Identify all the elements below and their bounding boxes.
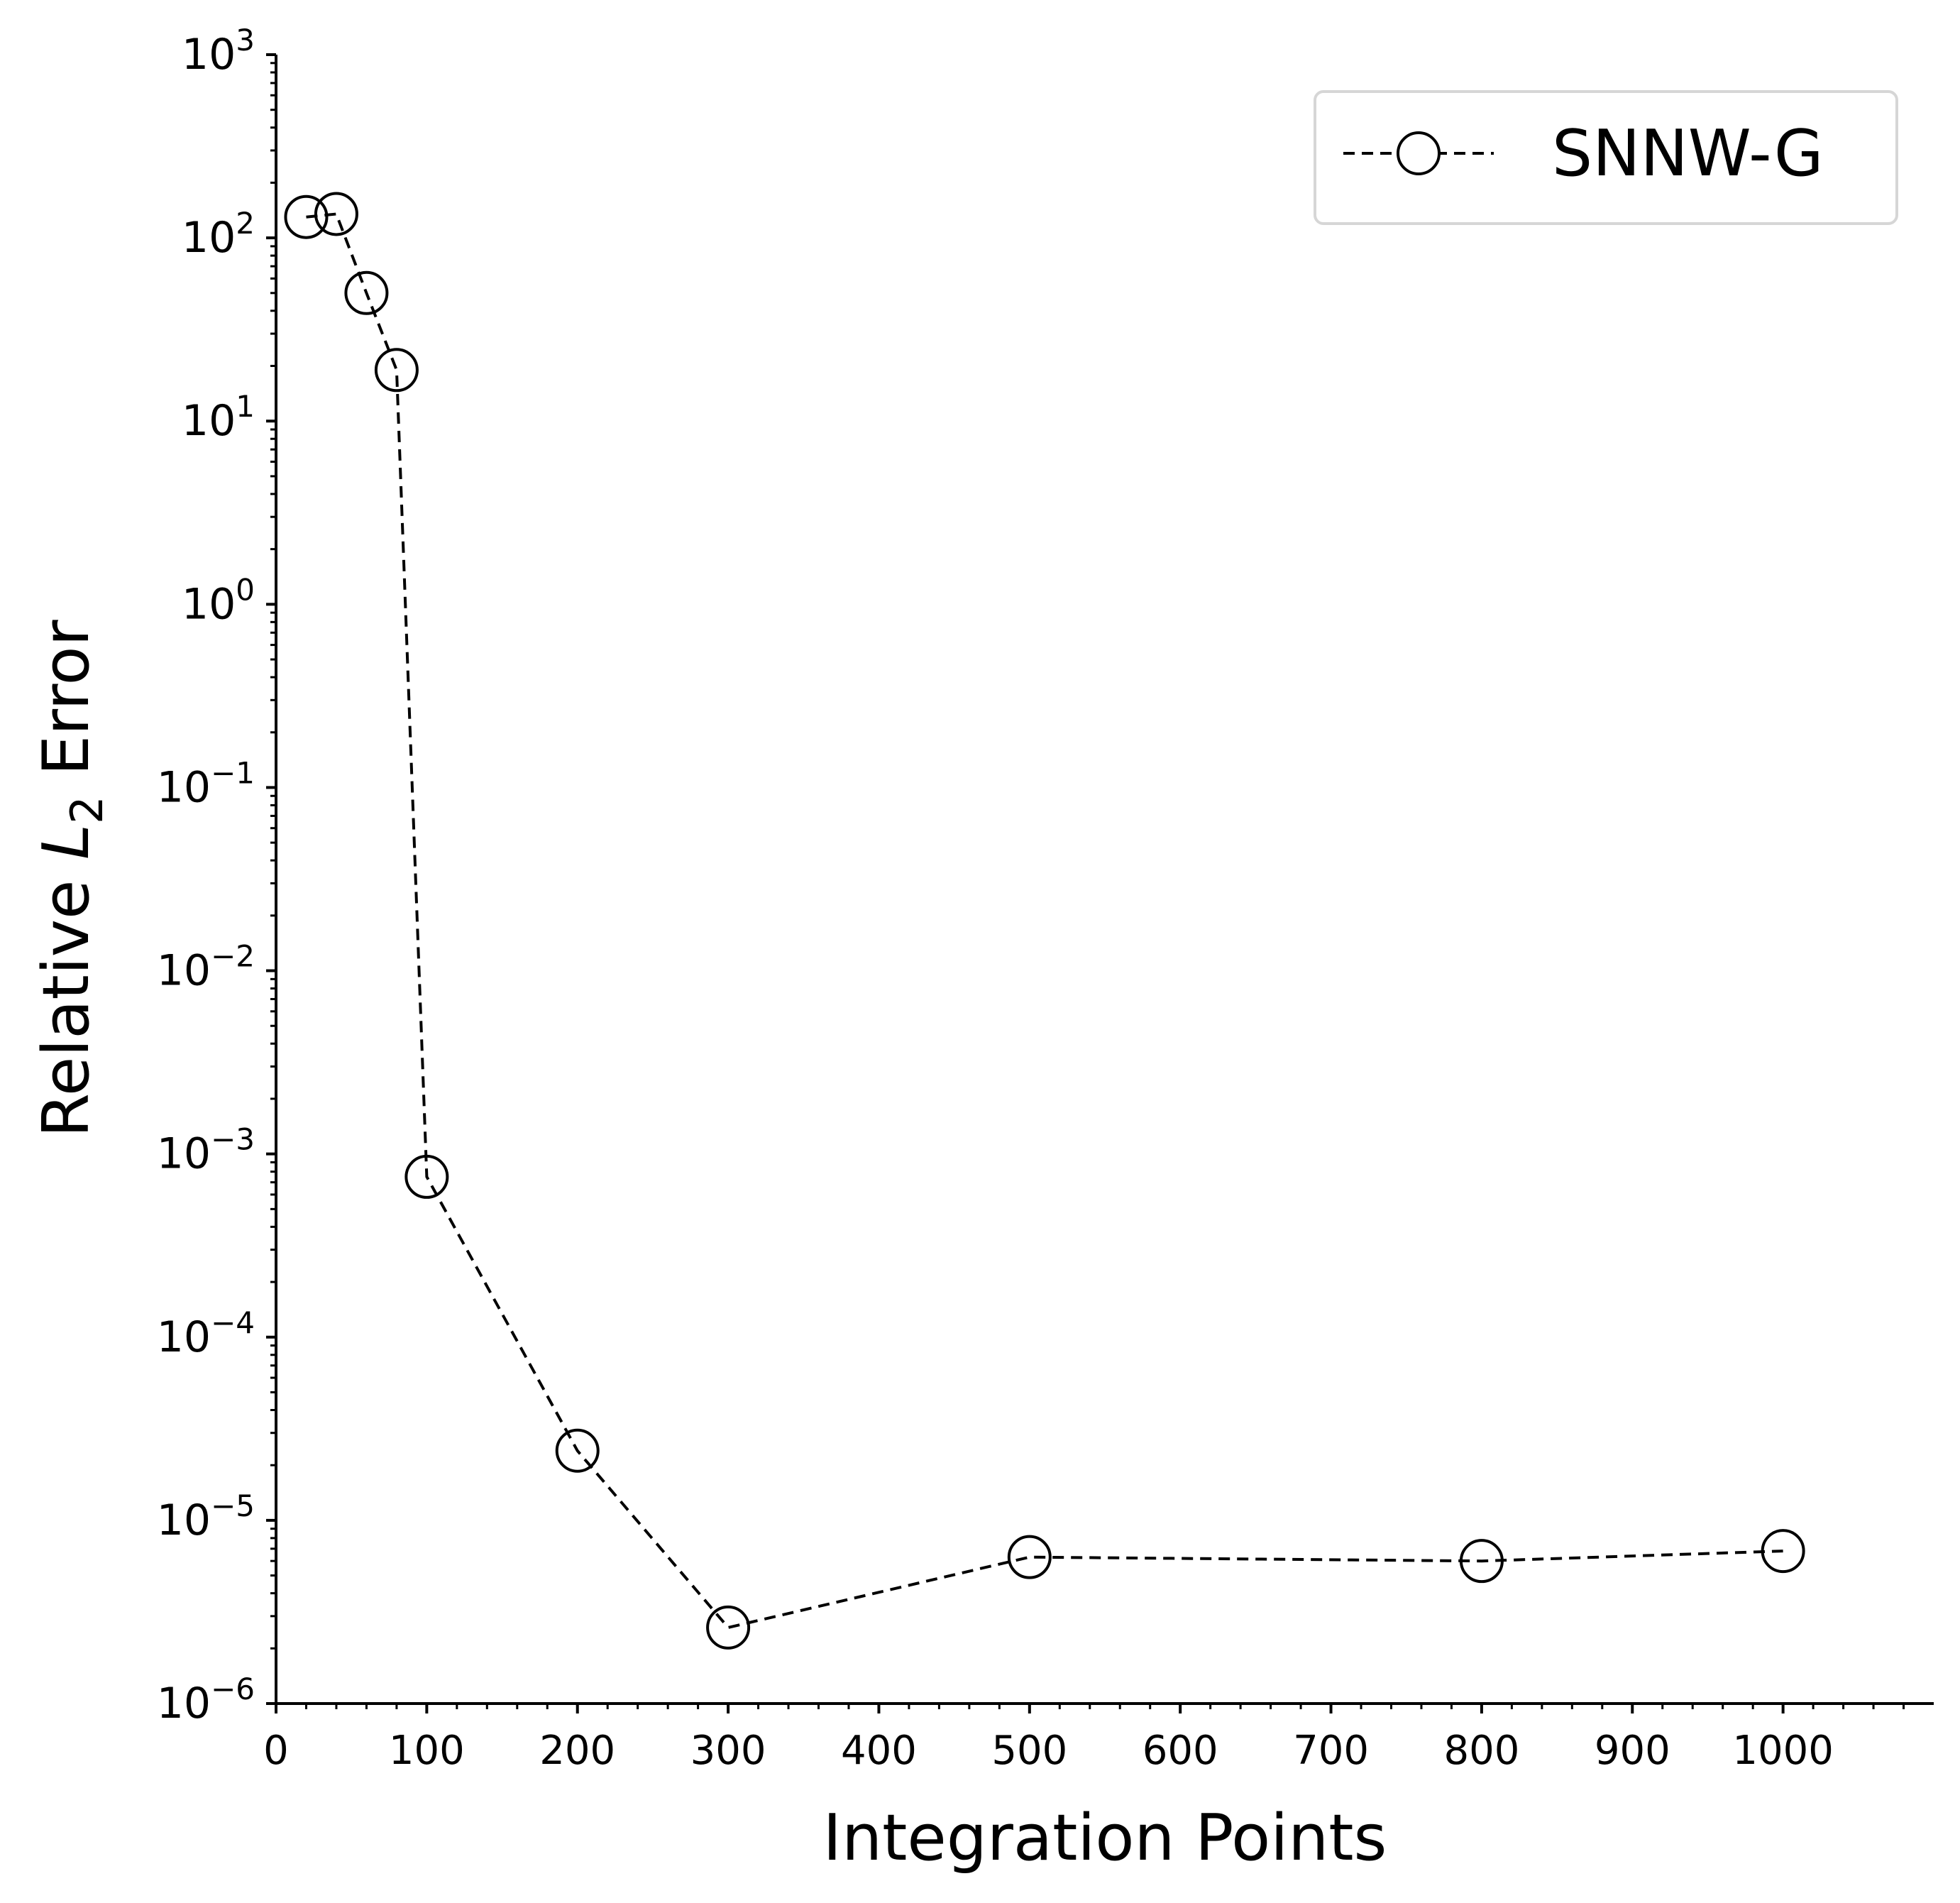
data-point-marker [284, 194, 329, 239]
tick-labels: 0 100 200 300 400 500 600 700 800 900 100010310210… [157, 23, 1834, 1774]
x-tick-label: 0 [263, 1728, 289, 1774]
x-tick-label: 1000 [1732, 1728, 1834, 1774]
x-tick-label: 800 [1443, 1728, 1519, 1774]
y-tick-label: 10−6 [157, 1672, 255, 1728]
y-tick-base: 10 [157, 1679, 211, 1728]
data-point-marker [706, 1605, 751, 1650]
y-axis-title-symbol: L [29, 824, 104, 860]
y-axis-title-suffix: Error [29, 620, 104, 796]
data-point-marker [374, 348, 419, 393]
data-point-marker [314, 192, 358, 236]
data-point-marker [555, 1428, 600, 1473]
y-tick-exponent: −4 [211, 1305, 255, 1340]
y-tick-base: 10 [157, 946, 211, 996]
minor-ticks [270, 62, 1905, 1709]
y-tick-exponent: 3 [236, 23, 255, 57]
x-tick-label: 400 [841, 1728, 917, 1774]
y-tick-exponent: 0 [236, 572, 255, 607]
major-ticks [266, 53, 1785, 1713]
y-tick-exponent: −1 [211, 755, 255, 790]
y-tick-base: 10 [182, 579, 236, 629]
y-axis-title-prefix: Relative [29, 860, 104, 1138]
y-axis-title-subscript: 2 [61, 796, 113, 823]
x-tick-label: 500 [991, 1728, 1067, 1774]
y-tick-label: 10−1 [157, 755, 255, 812]
series-markers [284, 192, 1805, 1650]
y-tick-label: 10−4 [157, 1305, 255, 1362]
y-tick-label: 101 [182, 389, 255, 446]
x-tick-label: 300 [690, 1728, 766, 1774]
series-line-snnw-g [306, 212, 1783, 1630]
y-tick-base: 10 [182, 396, 236, 446]
y-tick-base: 10 [182, 30, 236, 79]
data-point-marker [404, 1154, 449, 1199]
legend: SNNW-G [1314, 90, 1898, 225]
y-tick-label: 10−5 [157, 1488, 255, 1545]
y-tick-exponent: 2 [236, 206, 255, 241]
data-point-marker [344, 270, 389, 315]
data-point-marker [1761, 1529, 1805, 1574]
y-tick-base: 10 [157, 762, 211, 812]
y-tick-exponent: 1 [236, 389, 255, 424]
y-tick-exponent: −5 [211, 1488, 255, 1523]
x-axis-title: Integration Points [823, 1801, 1387, 1875]
y-tick-label: 103 [182, 23, 255, 79]
y-tick-label: 10−2 [157, 939, 255, 996]
y-axis-title: Relative L2 Error [29, 620, 113, 1137]
y-tick-base: 10 [157, 1129, 211, 1179]
x-tick-label: 600 [1143, 1728, 1218, 1774]
y-tick-exponent: −2 [211, 939, 255, 974]
y-tick-label: 10−3 [157, 1122, 255, 1179]
x-tick-label: 700 [1293, 1728, 1369, 1774]
legend-label: SNNW-G [1552, 116, 1824, 191]
y-tick-exponent: −3 [211, 1122, 255, 1157]
x-tick-label: 200 [539, 1728, 615, 1774]
y-tick-base: 10 [157, 1312, 211, 1362]
y-tick-exponent: −6 [211, 1672, 255, 1706]
legend-marker [1397, 131, 1441, 175]
x-tick-label: 900 [1595, 1728, 1670, 1774]
legend-box [1314, 90, 1898, 225]
x-tick-label: 100 [389, 1728, 465, 1774]
data-point-marker [1459, 1539, 1504, 1584]
y-tick-base: 10 [157, 1496, 211, 1545]
y-tick-label: 100 [182, 572, 255, 629]
y-tick-base: 10 [182, 213, 236, 263]
data-point-marker [1007, 1535, 1052, 1579]
y-tick-label: 102 [182, 206, 255, 263]
